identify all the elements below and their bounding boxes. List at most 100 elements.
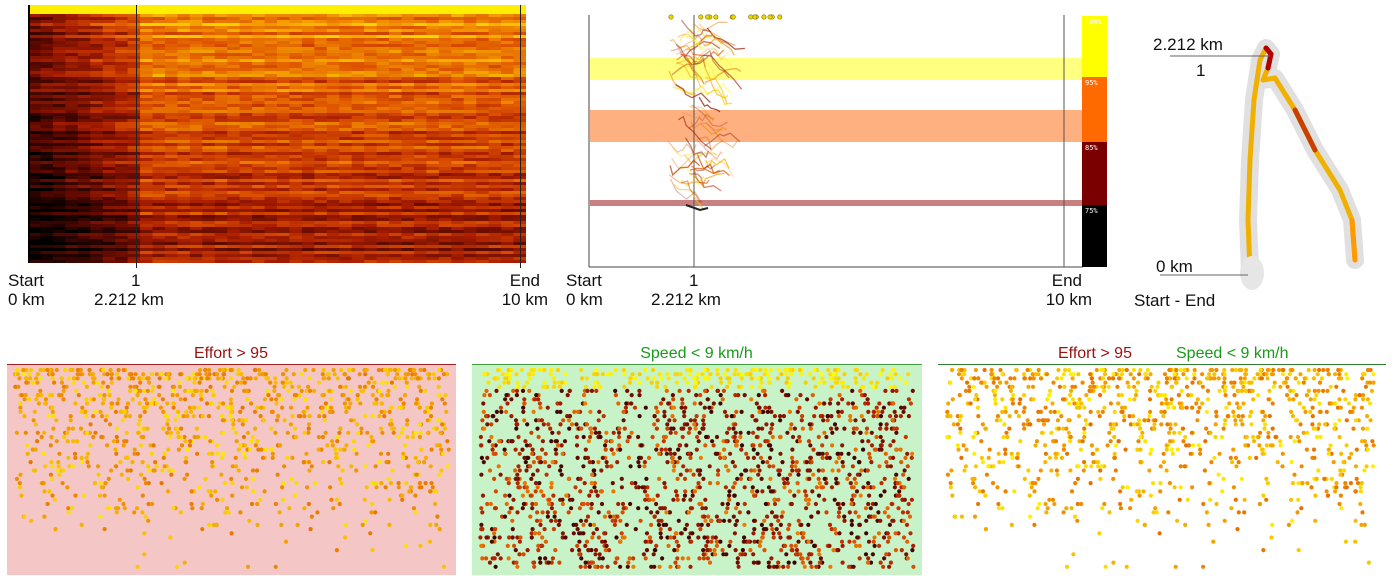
dot	[274, 418, 280, 423]
heatmap-cell	[364, 26, 378, 30]
heatmap-cell	[90, 122, 104, 126]
dot	[79, 455, 84, 460]
heatmap-cell	[351, 113, 365, 117]
heatmap-cell	[501, 101, 515, 105]
dot	[306, 384, 311, 389]
heatmap-cell	[277, 62, 291, 66]
heatmap-cell	[488, 56, 502, 60]
heatmap-cell	[301, 131, 315, 135]
heatmap-cell	[376, 23, 390, 27]
heatmap-cell	[189, 212, 203, 216]
heatmap-cell	[389, 191, 403, 195]
heatmap-cell	[65, 26, 79, 30]
heatmap-cell	[401, 251, 415, 255]
heatmap-cell	[214, 128, 228, 132]
heatmap-cell	[501, 179, 515, 183]
dot	[200, 527, 205, 532]
heatmap-cell	[488, 248, 502, 252]
dot	[380, 430, 385, 435]
dot	[393, 376, 398, 381]
dot	[354, 451, 359, 456]
heatmap-cell	[488, 152, 502, 156]
heatmap-cell	[239, 215, 253, 219]
heatmap-cell	[127, 260, 141, 263]
heatmap-cell	[127, 173, 141, 177]
dot	[178, 372, 183, 377]
heatmap-cell	[239, 104, 253, 108]
heatmap-cell	[264, 200, 278, 204]
heatmap-cell	[463, 107, 477, 111]
heatmap-row	[28, 17, 526, 21]
heatmap-cell	[351, 239, 365, 243]
dot	[334, 451, 339, 456]
effort-trace	[694, 48, 726, 63]
heatmap-cell	[52, 209, 66, 213]
heatmap-cell	[28, 50, 42, 54]
heatmap-cell	[364, 95, 378, 99]
dot	[230, 481, 235, 486]
heatmap-cell	[277, 152, 291, 156]
heatmap-cell	[401, 176, 415, 180]
heatmap-cell	[164, 8, 178, 12]
heatmap-cell	[164, 89, 178, 93]
dot	[239, 372, 244, 377]
heatmap-cell	[301, 251, 315, 255]
dot	[52, 380, 57, 385]
heatmap-cell	[115, 62, 129, 66]
dot	[440, 397, 445, 402]
heatmap-cell	[214, 86, 228, 90]
heatmap-cell	[351, 143, 365, 147]
dot	[286, 388, 291, 393]
heatmap-cell	[426, 104, 440, 108]
heatmap-cell	[513, 254, 526, 258]
heatmap-cell	[301, 221, 315, 225]
dot	[204, 401, 210, 406]
heatmap-cell	[351, 173, 365, 177]
dot-row	[45, 501, 438, 507]
heatmap-cell	[488, 35, 502, 39]
dot	[272, 384, 277, 389]
heatmap-cell	[277, 8, 291, 12]
heatmap-cell	[102, 35, 116, 39]
heatmap-cell	[277, 59, 291, 63]
heatmap-cell	[252, 140, 266, 144]
dot	[154, 372, 159, 377]
heatmap-cell	[351, 158, 365, 162]
heatmap-cell	[289, 92, 303, 96]
heatmap-cell	[202, 38, 216, 42]
heatmap-cell	[401, 26, 415, 30]
heatmap-cell	[90, 140, 104, 144]
heatmap-cell	[401, 125, 415, 129]
heatmap-cell	[463, 140, 477, 144]
heatmap-cell	[152, 23, 166, 27]
heatmap-cell	[326, 185, 340, 189]
heatmap-cell	[140, 227, 154, 231]
heatmap-cell	[438, 116, 452, 120]
heatmap-cell	[326, 47, 340, 51]
heatmap-cell	[289, 11, 303, 15]
heatmap-cell	[326, 134, 340, 138]
heatmap-cell	[140, 125, 154, 129]
heatmap-cell	[164, 161, 178, 165]
heatmap-cell	[438, 224, 452, 228]
dot	[443, 393, 448, 398]
heatmap-cell	[52, 14, 66, 18]
heatmap-cell	[264, 56, 278, 60]
heatmap-cell	[152, 251, 166, 255]
heatmap-cell	[389, 23, 403, 27]
heatmap-cell	[476, 233, 490, 237]
heatmap-cell	[77, 248, 91, 252]
dot	[121, 367, 126, 373]
heatmap-cell	[115, 86, 129, 90]
dot	[308, 388, 313, 393]
heatmap-cell	[389, 53, 403, 57]
heatmap-cell	[140, 212, 154, 216]
heatmap-cell	[326, 32, 340, 36]
dot	[114, 434, 119, 440]
dot-row	[14, 476, 391, 481]
heatmap-cell	[28, 152, 42, 156]
effort-trace	[673, 184, 705, 211]
dot	[248, 447, 253, 452]
dot	[182, 476, 187, 481]
dot	[259, 447, 264, 452]
